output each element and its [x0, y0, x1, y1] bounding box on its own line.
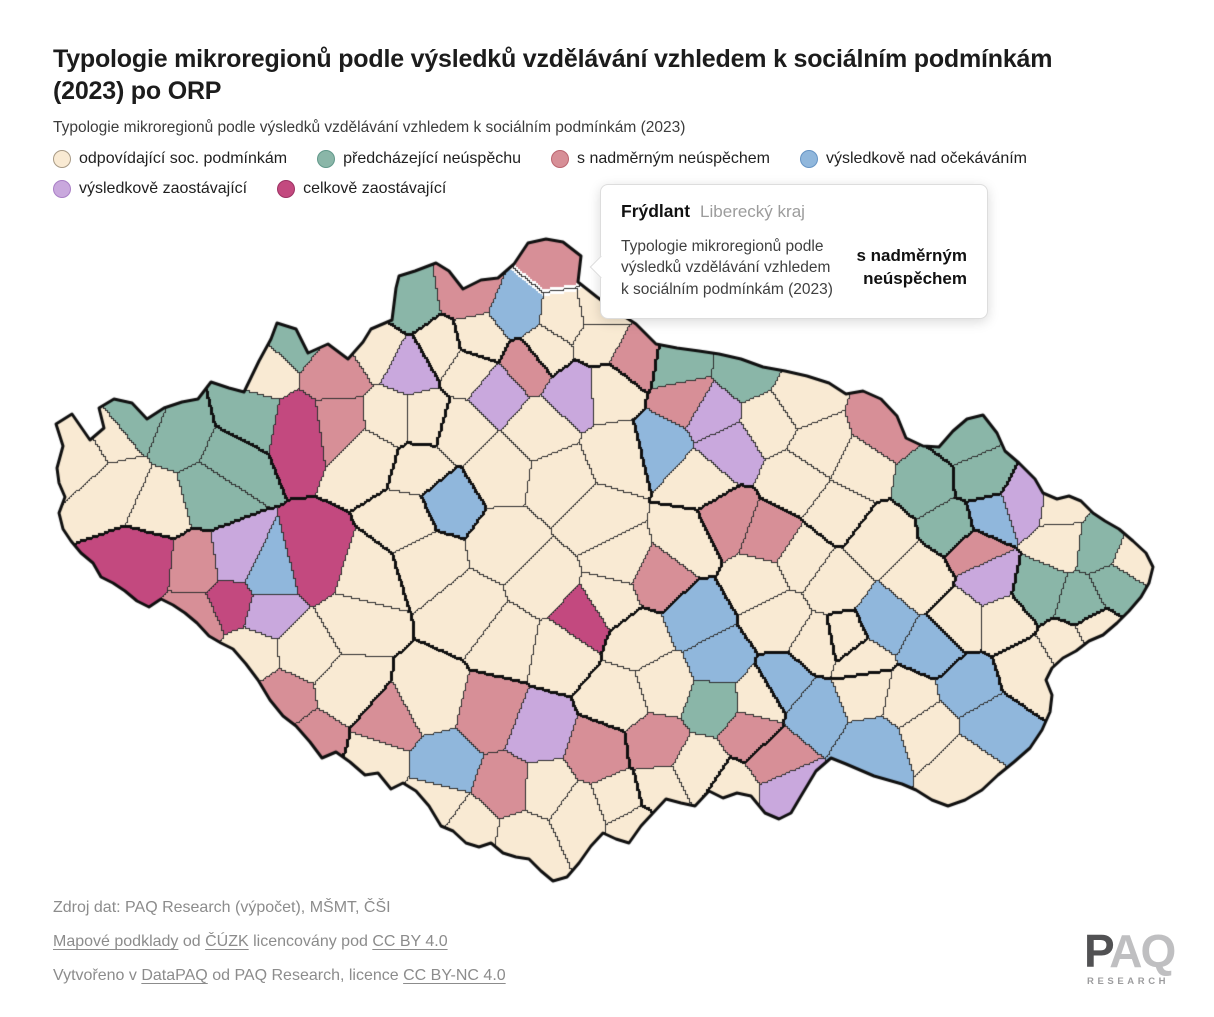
legend-items: odpovídající soc. podmínkám předcházejíc… — [53, 150, 1148, 198]
legend-item-odpovidajici: odpovídající soc. podmínkám — [53, 150, 287, 168]
legend-label: výsledkově zaostávající — [79, 180, 248, 197]
footer-map-license-line: Mapové podklady od ČÚZK licencovány pod … — [53, 933, 448, 950]
footer-link[interactable]: CC BY-NC 4.0 — [403, 967, 506, 984]
legend-label: celkově zaostávající — [303, 180, 447, 197]
map-tooltip: Frýdlant Liberecký kraj Typologie mikror… — [589, 184, 988, 320]
legend-label: s nadměrným neúspěchem — [577, 150, 770, 167]
tooltip-metric-label: Typologie mikroregionů podle výsledků vz… — [621, 238, 833, 298]
legend-swatch-purple — [53, 180, 71, 198]
footer-created-line: Vytvořeno v DataPAQ od PAQ Research, lic… — [53, 967, 506, 984]
footer: Zdroj dat: PAQ Research (výpočet), MŠMT,… — [53, 891, 506, 993]
choropleth-map-canvas[interactable] — [50, 235, 1164, 895]
legend-label: odpovídající soc. podmínkám — [79, 150, 288, 167]
footer-source-line: Zdroj dat: PAQ Research (výpočet), MŠMT,… — [53, 899, 391, 916]
legend-swatch-teal — [317, 150, 336, 168]
legend-swatch-salmon — [551, 150, 570, 168]
tooltip-value: s nadměrným neúspěchem — [856, 246, 967, 289]
tooltip-region-name: Frýdlant — [621, 201, 691, 221]
footer-link[interactable]: CC BY 4.0 — [372, 933, 448, 950]
legend-label: předcházející neúspěchu — [343, 150, 522, 167]
tooltip-kraj-name: Liberecký kraj — [700, 202, 805, 221]
legend-item-predchazejici: předcházející neúspěchu — [317, 150, 521, 168]
legend: Typologie mikroregionů podle výsledků vz… — [53, 119, 1153, 198]
legend-swatch-cream — [53, 150, 71, 168]
legend-item-nadmerny-neuspech: s nadměrným neúspěchem — [551, 150, 770, 168]
paq-logo-word: PAQ — [1084, 925, 1176, 977]
paq-research-logo: PAQ RESEARCH — [1084, 925, 1176, 987]
legend-item-vysledkove-zaostavajici: výsledkově zaostávající — [53, 180, 247, 198]
legend-swatch-blue — [800, 150, 818, 168]
page-title: Typologie mikroregionů podle výsledků vz… — [53, 44, 1053, 106]
paq-logo-research: RESEARCH — [1087, 976, 1170, 987]
legend-label: výsledkově nad očekáváním — [826, 150, 1027, 167]
footer-link[interactable]: DataPAQ — [141, 967, 208, 984]
legend-item-celkove-zaostavajici: celkově zaostávající — [277, 180, 446, 198]
legend-item-nad-ocekavanim: výsledkově nad očekáváním — [800, 150, 1027, 168]
legend-swatch-magenta — [277, 180, 296, 198]
footer-link[interactable]: Mapové podklady — [53, 933, 179, 950]
legend-title: Typologie mikroregionů podle výsledků vz… — [53, 119, 686, 136]
footer-link[interactable]: ČÚZK — [205, 933, 249, 950]
